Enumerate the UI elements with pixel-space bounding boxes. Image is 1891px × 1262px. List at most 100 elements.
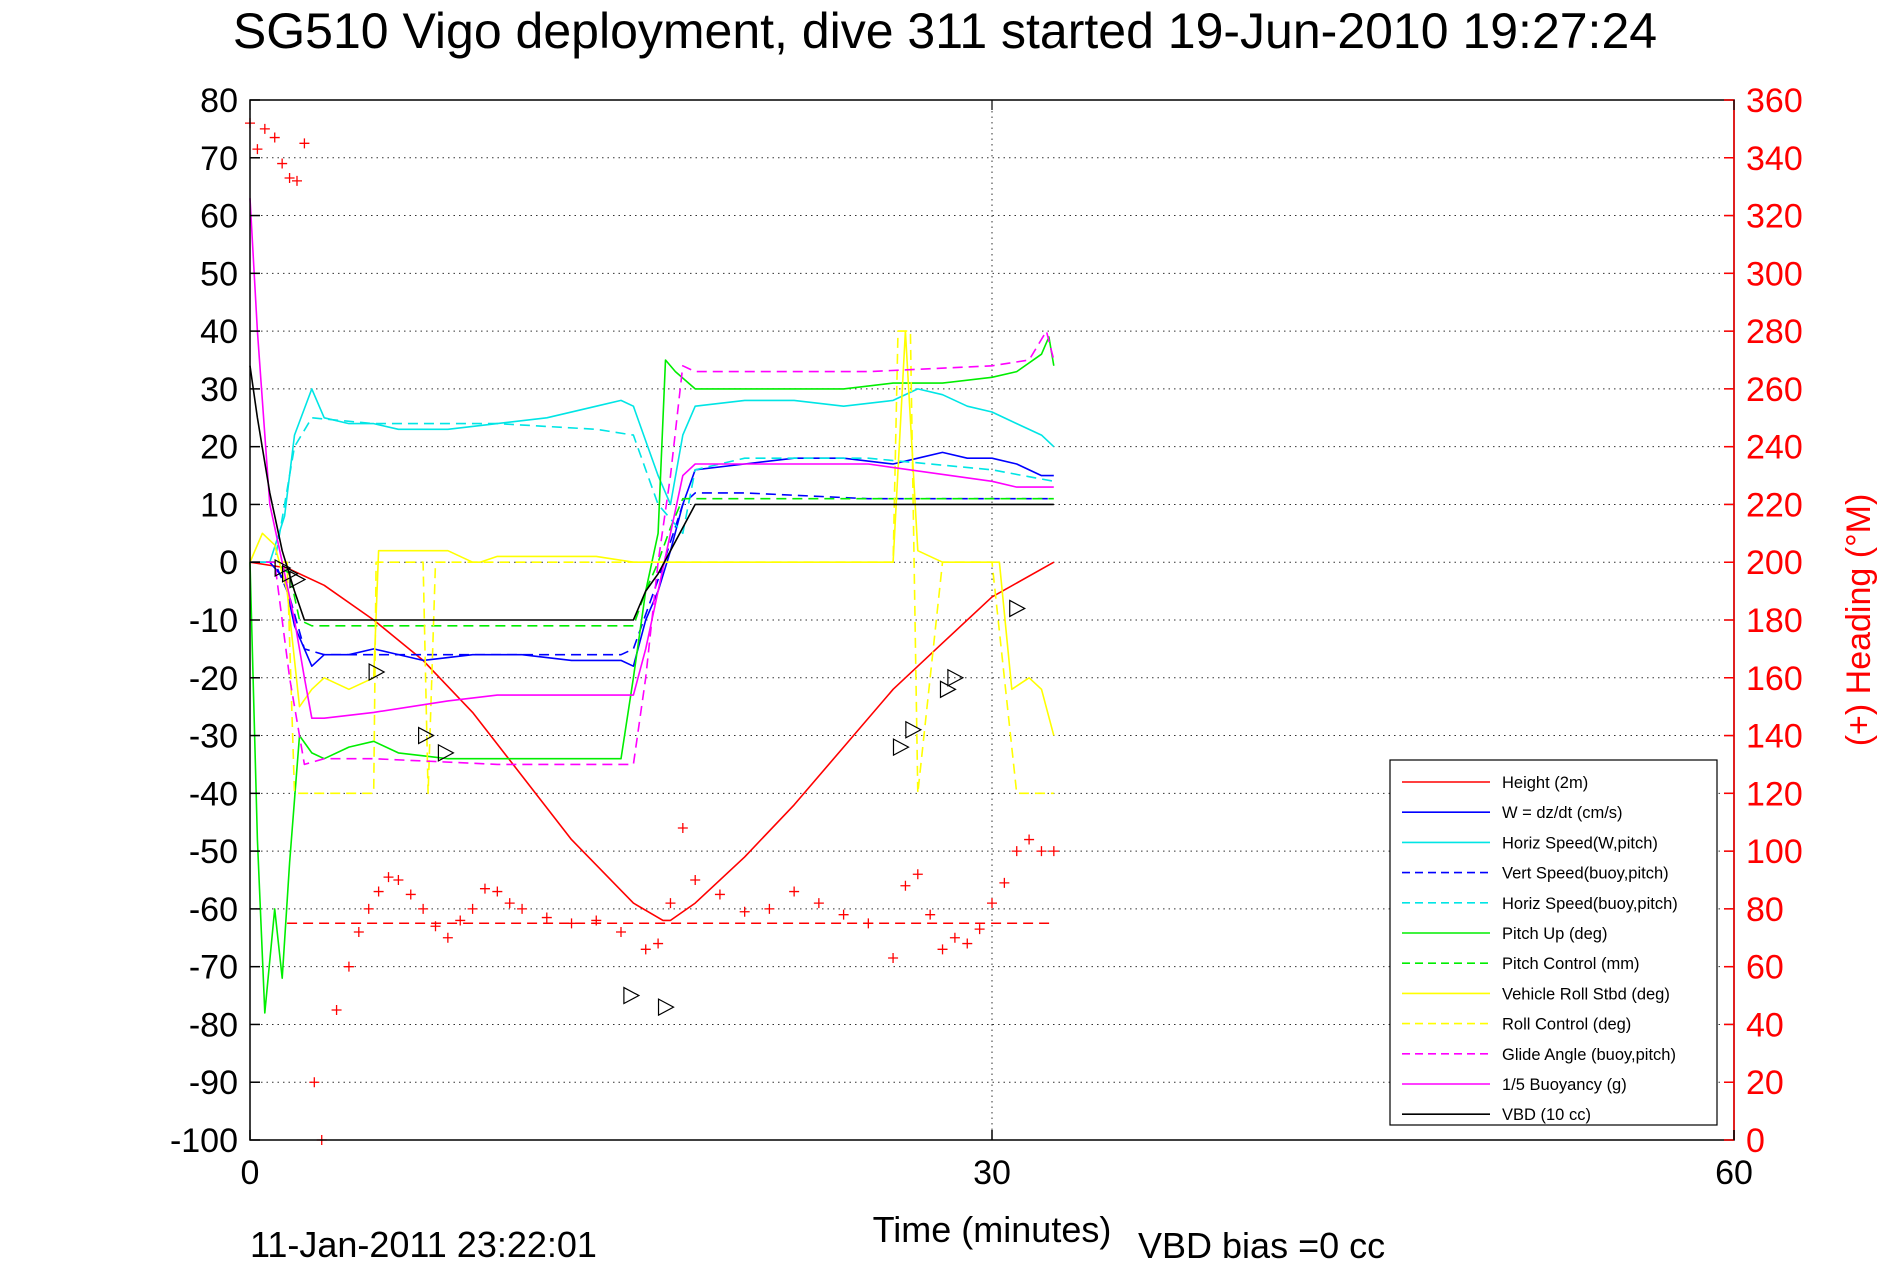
right-tick-label: 280	[1746, 313, 1803, 351]
legend-box	[1389, 759, 1718, 1126]
heading-marker	[299, 138, 310, 149]
right-tick-label: 340	[1746, 140, 1803, 178]
legend-label: 1/5 Buoyancy (g)	[1502, 1076, 1627, 1094]
right-tick-label: 120	[1746, 775, 1803, 813]
heading-marker	[1036, 846, 1047, 857]
right-tick-label: 240	[1746, 429, 1803, 467]
left-tick-label: -20	[189, 660, 238, 698]
heading-marker	[987, 898, 997, 909]
series-line-11	[249, 365, 1054, 621]
chart-title: SG510 Vigo deployment, dive 311 started …	[233, 3, 1657, 59]
heading-marker	[1011, 846, 1022, 857]
heading-marker	[492, 886, 503, 897]
series-line-4	[250, 416, 1054, 564]
right-tick-label: 80	[1746, 891, 1784, 929]
x-tick-label: 0	[241, 1154, 260, 1192]
x-tick-label: 30	[973, 1154, 1011, 1192]
right-tick-label: 300	[1746, 255, 1803, 293]
heading-marker	[269, 132, 280, 143]
left-tick-label: -50	[189, 833, 238, 871]
left-tick-label: -30	[189, 718, 238, 756]
left-tick-label: 10	[200, 486, 238, 524]
heading-marker	[925, 909, 936, 920]
heading-marker	[383, 872, 394, 883]
heading-marker	[949, 932, 960, 943]
heading-marker	[277, 158, 288, 169]
left-tick-label: -70	[189, 949, 238, 987]
right-tick-label: 200	[1746, 544, 1803, 582]
depth-marker	[623, 986, 641, 1005]
heading-marker	[259, 123, 270, 134]
heading-marker	[764, 903, 775, 914]
right-tick-label: 40	[1746, 1006, 1784, 1044]
series-line-8	[250, 330, 1054, 795]
legend-label: Pitch Up (deg)	[1502, 925, 1607, 943]
heading-marker	[665, 898, 676, 909]
left-axis: 80 70 60 50 40 30 20 10 0 -10 -20 -30 -40 -50 -60 -70 -8…	[170, 82, 1734, 1160]
heading-marker	[442, 932, 453, 943]
heading-marker	[309, 1077, 320, 1088]
left-tick-label: -40	[189, 775, 238, 813]
series-layer	[245, 118, 1059, 1145]
heading-marker	[937, 944, 948, 955]
heading-marker	[504, 898, 515, 909]
heading-marker	[467, 903, 478, 914]
heading-marker	[284, 173, 295, 183]
heading-marker	[405, 889, 416, 900]
right-tick-label: 320	[1746, 198, 1803, 236]
right-axis-label: (+) Heading (°M)	[1840, 494, 1878, 747]
left-tick-label: 80	[200, 82, 238, 120]
heading-marker	[455, 915, 466, 926]
heading-marker	[813, 898, 824, 909]
heading-marker	[517, 903, 528, 914]
heading-marker	[838, 909, 849, 920]
left-tick-label: 30	[200, 371, 238, 409]
heading-marker	[714, 889, 725, 900]
series-line-3	[250, 492, 1054, 656]
heading-marker	[418, 903, 429, 914]
right-tick-label: 100	[1746, 833, 1803, 871]
legend-label: Glide Angle (buoy,pitch)	[1502, 1046, 1676, 1064]
heading-marker	[541, 912, 552, 923]
heading-marker	[1048, 846, 1059, 857]
series-line-7	[249, 330, 1055, 736]
heading-marker	[677, 823, 688, 833]
heading-marker	[291, 175, 302, 186]
legend-label: Vehicle Roll Stbd (deg)	[1502, 985, 1670, 1003]
x-axis: 0 30 60	[241, 100, 1753, 1192]
depth-marker	[289, 570, 307, 589]
left-tick-label: 60	[200, 198, 238, 236]
depth-marker	[368, 663, 386, 681]
heading-marker	[690, 875, 701, 885]
left-tick-label: -100	[170, 1122, 238, 1160]
legend-label: Horiz Speed(buoy,pitch)	[1502, 895, 1678, 913]
vbd-bias-note: VBD bias =0 cc	[1138, 1225, 1385, 1262]
legend-label: Vert Speed(buoy,pitch)	[1502, 865, 1669, 883]
heading-marker	[888, 953, 899, 963]
series-line-9	[250, 330, 1055, 766]
right-tick-label: 0	[1746, 1122, 1765, 1160]
depth-marker	[892, 738, 910, 757]
depth-marker	[437, 743, 455, 762]
left-tick-label: 20	[200, 429, 238, 467]
heading-marker	[343, 961, 354, 972]
heading-marker	[789, 886, 800, 897]
footer-timestamp: 11-Jan-2011 23:22:01	[250, 1224, 597, 1262]
legend-label: VBD (10 cc)	[1502, 1106, 1591, 1124]
depth-marker	[947, 668, 965, 687]
right-tick-label: 360	[1746, 82, 1803, 120]
legend-label: Horiz Speed(W,pitch)	[1502, 834, 1658, 852]
right-axis: 3603403203002802602402202001801601401201…	[1724, 82, 1803, 1160]
right-tick-label: 60	[1746, 949, 1784, 987]
right-tick-label: 140	[1746, 718, 1803, 756]
x-tick-label: 60	[1715, 1154, 1753, 1192]
left-tick-label: -90	[189, 1064, 238, 1102]
heading-marker	[739, 906, 750, 917]
heading-marker	[353, 927, 364, 937]
legend-label: Height (2m)	[1502, 774, 1588, 792]
right-tick-label: 220	[1746, 486, 1803, 524]
heading-marker	[900, 880, 911, 891]
heading-marker	[653, 938, 664, 949]
legend-label: Roll Control (deg)	[1502, 1016, 1631, 1034]
